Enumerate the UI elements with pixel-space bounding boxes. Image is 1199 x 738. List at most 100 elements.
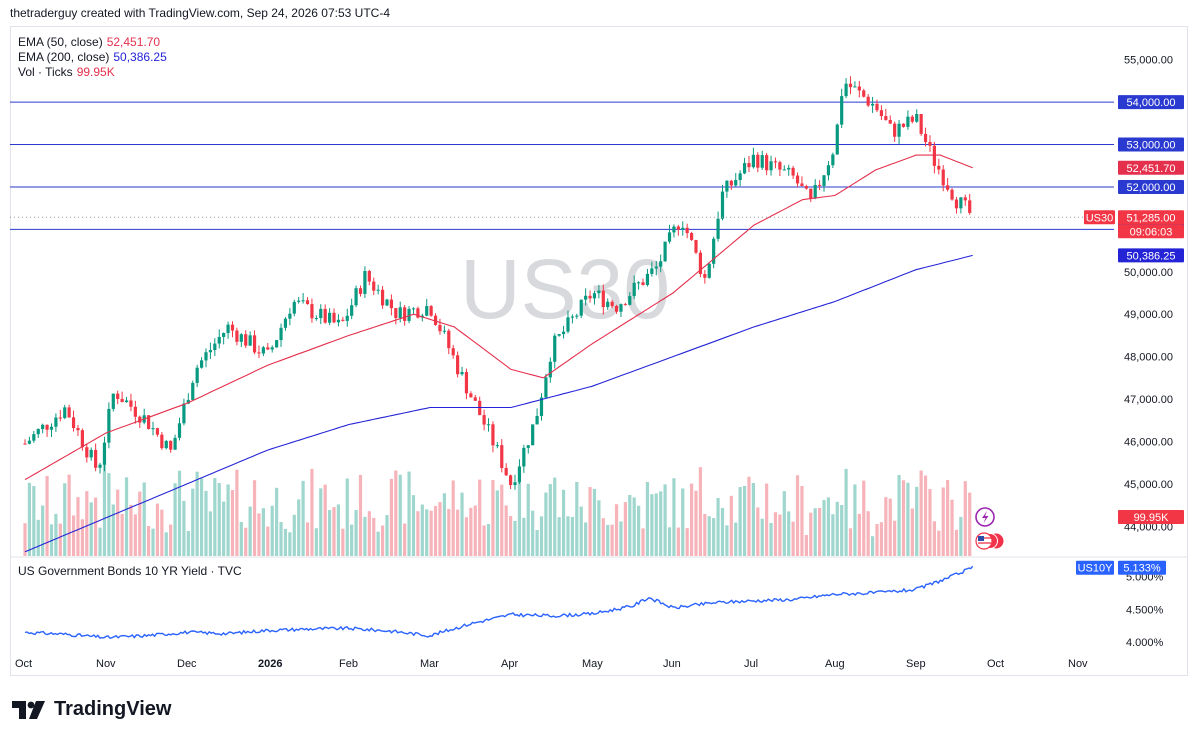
volume-bar [411, 495, 416, 556]
candle-body [314, 318, 318, 320]
volume-bar [376, 531, 380, 556]
volume-bar [959, 516, 963, 556]
candle-body [606, 301, 610, 308]
indicator-legend: EMA (50, close) 52,451.70 EMA (200, close… [18, 35, 167, 80]
volume-bar [124, 477, 129, 556]
candle-body [491, 424, 495, 446]
candle-body [41, 424, 45, 429]
candle-body [747, 163, 751, 168]
candle-body [623, 304, 627, 306]
candle-body [230, 324, 235, 331]
legend-volume[interactable]: Vol · Ticks 99.95K [18, 65, 115, 79]
chart-header: thetraderguy created with TradingView.co… [10, 6, 390, 20]
candle-body [385, 299, 389, 306]
volume-last-label-bg [1118, 510, 1184, 524]
candle-body [438, 324, 442, 332]
volume-bar [385, 515, 389, 556]
candle-body [923, 133, 928, 142]
candle-body [526, 445, 530, 448]
level-label-1-bg [1118, 137, 1184, 152]
yield-line [24, 565, 974, 640]
countdown-label: 09:06:03 [1130, 226, 1173, 238]
volume-bar [102, 462, 107, 556]
volume-bar [676, 527, 680, 556]
volume-bar [703, 513, 707, 556]
candle-body [707, 263, 711, 278]
volume-bar [341, 528, 345, 556]
candle-body [89, 449, 93, 458]
candle-body [685, 227, 689, 234]
volume-bar [632, 497, 636, 556]
candle-body [217, 336, 221, 344]
candle-body [570, 316, 574, 318]
legend-ema50[interactable]: EMA (50, close) 52,451.70 [18, 35, 161, 49]
candle-body [297, 300, 301, 302]
candle-body [676, 226, 680, 230]
candle-body [328, 312, 332, 323]
volume-bar [628, 494, 632, 556]
volume-bar [614, 504, 619, 556]
volume-bar [495, 490, 499, 556]
volume-bar [879, 522, 884, 556]
candle-body [619, 304, 623, 312]
volume-bar [71, 515, 76, 556]
candle-body [840, 96, 844, 125]
volume-bar [111, 504, 115, 556]
candle-body [888, 120, 892, 124]
volume-bar [482, 525, 486, 556]
candle-body [601, 290, 605, 308]
volume-bar [169, 524, 173, 556]
volume-bar [420, 504, 424, 556]
candle-body [716, 218, 720, 239]
volume-bar [866, 511, 870, 556]
candle-body [822, 175, 826, 186]
candle-body [133, 406, 137, 417]
yield-value-label: 5.133% [1123, 563, 1161, 575]
volume-bar [831, 514, 835, 556]
candle-body [429, 306, 433, 316]
volume-bar [336, 504, 341, 556]
flash-icon[interactable] [975, 507, 995, 527]
candle-body [857, 86, 861, 91]
candle-body [213, 343, 217, 351]
volume-bar [875, 524, 879, 556]
volume-bar [707, 516, 711, 556]
tradingview-logo[interactable]: TradingView [12, 698, 171, 721]
volume-bar [478, 479, 482, 556]
candle-body [138, 416, 142, 423]
candle-body [659, 261, 663, 267]
candle-body [380, 289, 385, 306]
us-flag-icon[interactable] [975, 532, 1004, 550]
candle-body [910, 116, 914, 122]
volume-bar [544, 492, 548, 556]
lower-pane-legend[interactable]: US Government Bonds 10 YR Yield · TVC [18, 564, 242, 579]
volume-bar [208, 511, 213, 556]
candle-body [729, 180, 733, 186]
volume-bar [358, 474, 363, 556]
candle-body [71, 417, 76, 429]
yield-symbol-tag: US10Y [1078, 563, 1114, 575]
candle-body [23, 443, 27, 445]
candle-body [186, 399, 190, 404]
candle-body [831, 154, 835, 166]
candle-body [336, 319, 341, 323]
candle-body [164, 440, 168, 449]
candle-body [301, 300, 305, 302]
candle-body [376, 289, 380, 291]
candle-body [85, 447, 89, 458]
volume-bar [901, 480, 906, 556]
volume-bar [738, 486, 742, 556]
volume-bar [120, 513, 124, 556]
candle-body [804, 186, 808, 189]
candle-body [535, 415, 539, 425]
candle-body [870, 103, 875, 106]
tradingview-logo-text: TradingView [54, 698, 172, 720]
volume-bar [486, 524, 491, 556]
candle-body [539, 397, 544, 416]
candle-body [835, 124, 839, 155]
volume-bar [818, 507, 822, 556]
legend-ema200[interactable]: EMA (200, close) 50,386.25 [18, 50, 167, 64]
volume-bar [186, 531, 190, 556]
volume-bar [663, 484, 667, 556]
